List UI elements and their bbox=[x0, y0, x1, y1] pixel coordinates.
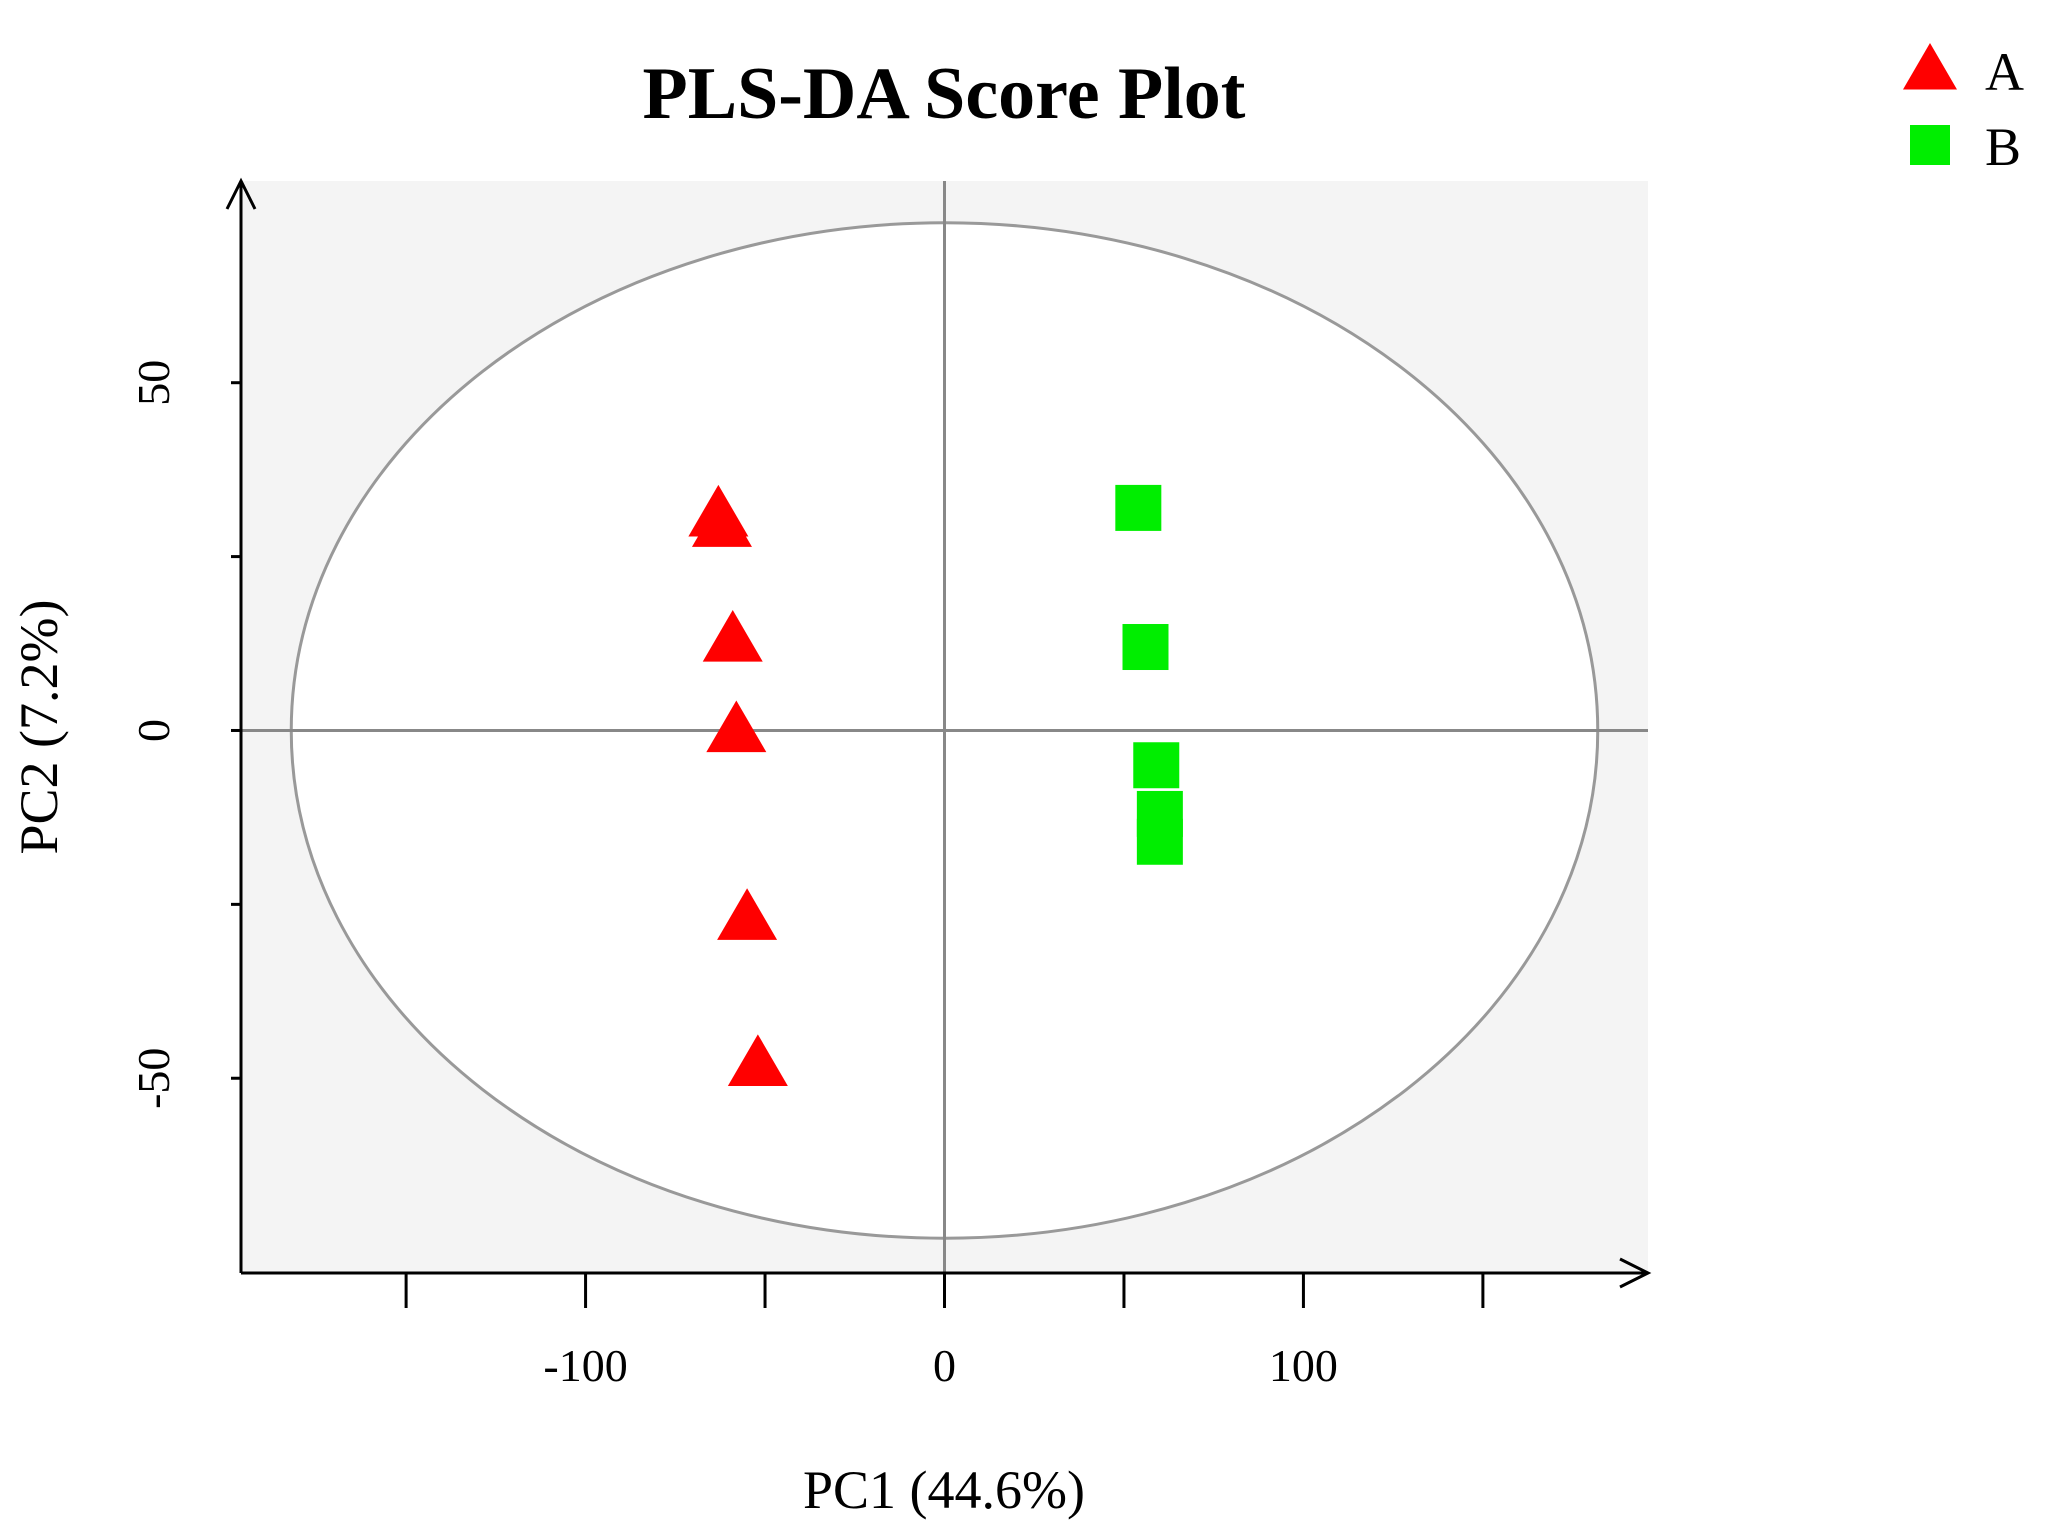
legend-label: A bbox=[1985, 42, 2024, 102]
x-tick-label: 0 bbox=[933, 1340, 956, 1391]
y-axis-arrow bbox=[225, 177, 257, 210]
axes: -100 0 100 -50 0 50 bbox=[128, 177, 1652, 1391]
legend-label: B bbox=[1985, 117, 2021, 177]
chart-title: PLS-DA Score Plot bbox=[643, 53, 1246, 135]
y-tick-label: -50 bbox=[128, 1048, 179, 1109]
y-tick-label: 0 bbox=[128, 719, 179, 742]
x-axis-label: PC1 (44.6%) bbox=[803, 1460, 1085, 1520]
point-b bbox=[1122, 624, 1169, 671]
legend-item-a: A bbox=[1903, 42, 2024, 102]
point-a bbox=[727, 1034, 788, 1086]
point-a bbox=[717, 888, 778, 940]
plot-area bbox=[241, 181, 1648, 1273]
point-b bbox=[1136, 818, 1183, 865]
x-tick-label: -100 bbox=[543, 1340, 627, 1391]
legend-marker bbox=[1903, 43, 1957, 90]
legend-marker bbox=[1910, 125, 1950, 165]
series-b bbox=[1115, 484, 1183, 865]
point-a bbox=[691, 495, 752, 547]
point-b bbox=[1115, 484, 1162, 531]
x-axis-arrow bbox=[1619, 1257, 1652, 1289]
point-b bbox=[1133, 742, 1180, 789]
legend: AB bbox=[1903, 42, 2024, 177]
point-a bbox=[706, 700, 767, 753]
legend-item-b: B bbox=[1910, 117, 2021, 177]
x-tick-label: 100 bbox=[1269, 1340, 1338, 1391]
data-points bbox=[688, 484, 1183, 1086]
series-a bbox=[688, 484, 788, 1086]
y-tick-label: 50 bbox=[128, 360, 179, 406]
point-a bbox=[702, 610, 763, 662]
y-axis-label: PC2 (7.2%) bbox=[9, 600, 69, 855]
